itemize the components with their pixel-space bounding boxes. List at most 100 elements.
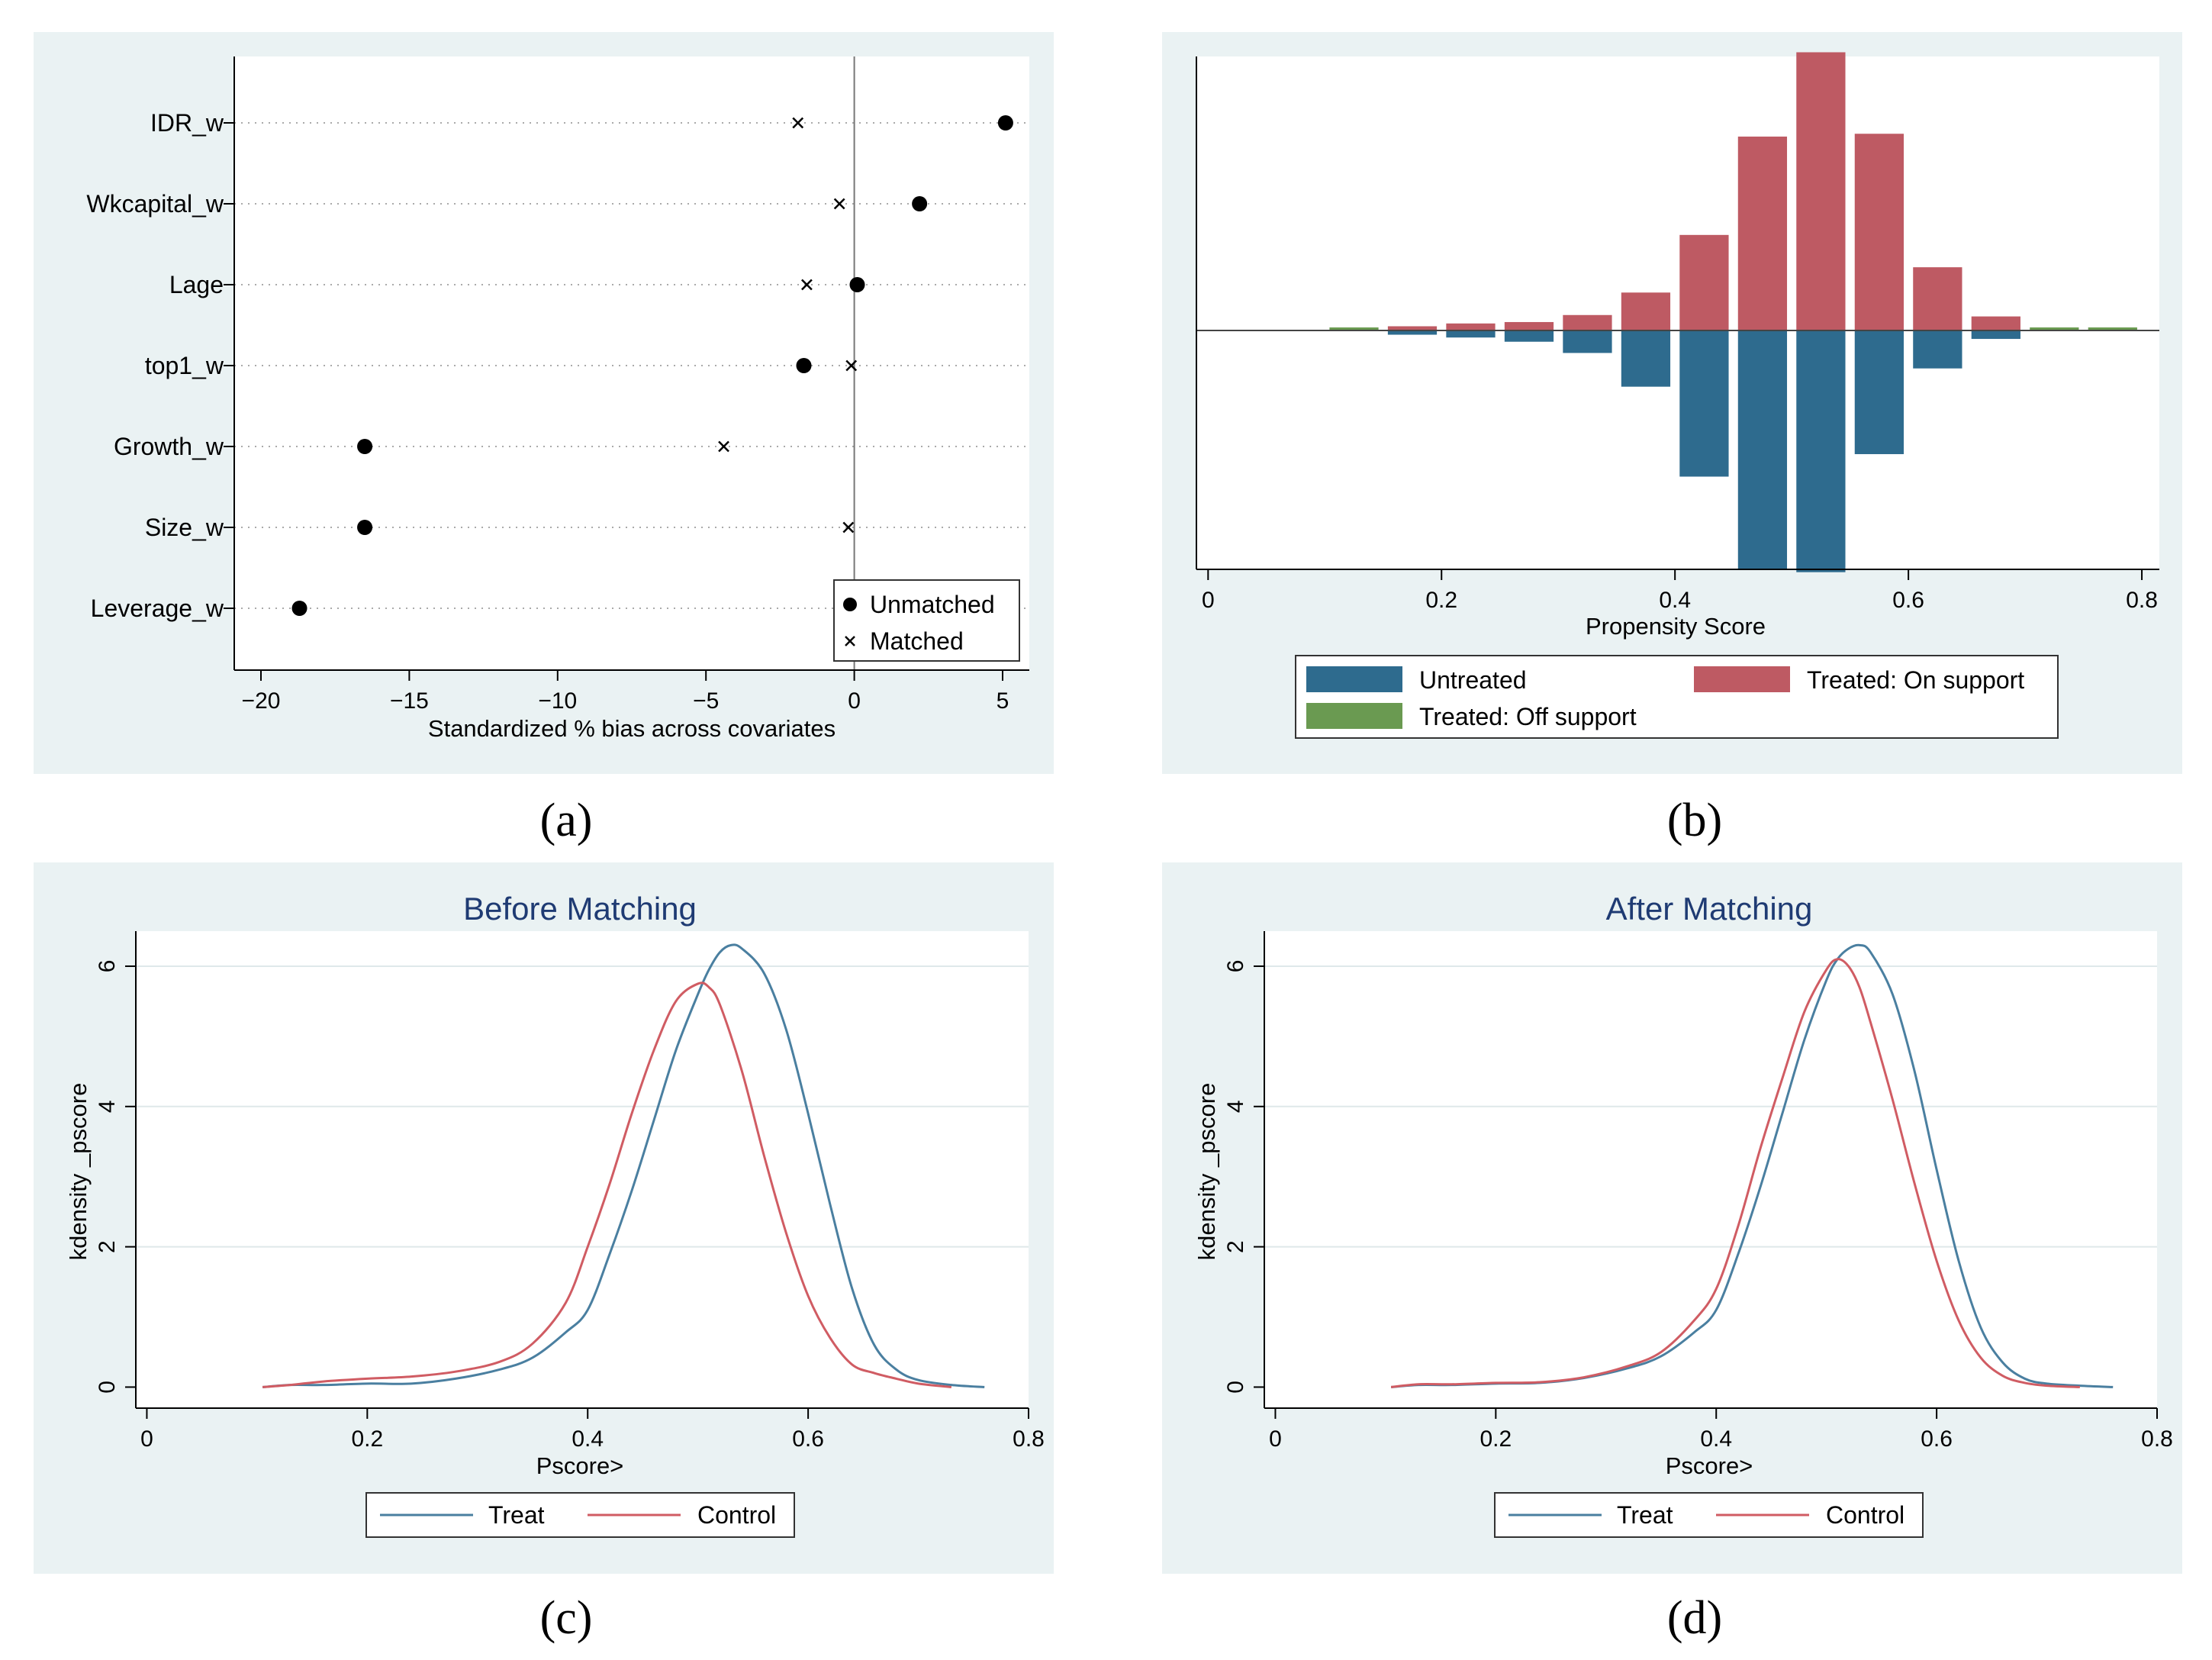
x-tick-label: 0.8: [2126, 588, 2158, 613]
histogram-bar: [2088, 327, 2137, 331]
category-label: top1_w: [145, 352, 224, 379]
panel-c-gridlines: [136, 965, 1029, 1248]
legend-unmatched-label: Unmatched: [870, 591, 995, 618]
legend-c-control-label: Control: [697, 1501, 776, 1529]
panel-d-after-matching: After Matching 0 2 4 6 0 0.2 0.4 0.6 0.8 Pscore>…: [1162, 862, 2182, 1574]
histogram-bar: [1913, 330, 1962, 369]
legend-untreated-label: Untreated: [1419, 666, 1527, 694]
histogram-bar: [1737, 330, 1788, 569]
x-tick-label: 0.2: [1479, 1426, 1512, 1452]
x-tick-label: 0: [1269, 1426, 1282, 1452]
panel-b-x-ticks: 0 0.2 0.4 0.6 0.8: [1202, 569, 2158, 613]
category-label: Wkcapital_w: [86, 190, 224, 218]
x-tick-label: 0.4: [1659, 588, 1691, 613]
category-label: Size_w: [145, 514, 224, 541]
histogram-bar: [1737, 136, 1788, 331]
category-label: Lage: [169, 271, 224, 298]
x-tick-label: 0: [140, 1426, 153, 1452]
matched-point: [792, 117, 804, 129]
histogram-bar: [1971, 330, 2020, 340]
panel-b-x-axis-title: Propensity Score: [1586, 613, 1766, 640]
histogram-bar: [1446, 330, 1496, 338]
unmatched-point: [912, 196, 928, 211]
unmatched-point: [849, 277, 865, 292]
panel-d-gridlines: [1264, 965, 2157, 1248]
legend-treated-on-support-swatch: [1694, 666, 1790, 692]
x-tick-label: 0: [848, 688, 861, 714]
histogram-bar: [2030, 327, 2079, 331]
histogram-bar: [1971, 316, 2020, 331]
unmatched-point: [357, 520, 373, 535]
panel-d-title: After Matching: [1606, 891, 1813, 927]
y-tick-label: 4: [95, 1100, 120, 1113]
panel-a-x-ticks: −20 −15 −10 −5 0 5: [242, 670, 1009, 714]
x-tick-label: 0: [1202, 588, 1215, 613]
histogram-bar: [1563, 330, 1612, 353]
y-tick-label: 2: [95, 1240, 120, 1253]
x-tick-label: 0.6: [1921, 1426, 1953, 1452]
matched-point: [718, 440, 729, 453]
category-label: Leverage_w: [91, 595, 224, 622]
panel-b-legend-box: [1295, 655, 2059, 739]
panel-c-plot-area: [136, 931, 1029, 1408]
histogram-bar: [1504, 330, 1554, 342]
panel-a-covariate-bias: −20 −15 −10 −5 0 5 IDR_w Wkcapital_w Lage top1_w…: [34, 32, 1054, 774]
y-tick-label: 0: [95, 1381, 120, 1394]
panel-d-ticks: 0 2 4 6 0 0.2 0.4 0.6 0.8: [1223, 960, 2173, 1452]
panel-c-density-lines: [262, 943, 985, 1388]
x-tick-label: −5: [693, 688, 719, 714]
panel-b-legend: Untreated Treated: On support Treated: O…: [1295, 655, 2059, 739]
histogram-bar: [1913, 267, 1962, 331]
legend-d-treat-label: Treat: [1617, 1501, 1673, 1529]
caption-b: (b): [1667, 795, 1722, 846]
x-tick-label: 0.4: [572, 1426, 604, 1452]
treat-density-line: [262, 943, 985, 1388]
legend-treated-off-support-label: Treated: Off support: [1419, 703, 1637, 730]
panel-c-ticks: 0 2 4 6 0 0.2 0.4 0.6 0.8: [95, 960, 1045, 1452]
legend-treated-off-support-swatch: [1306, 703, 1402, 729]
panel-c-legend: Treat Control: [365, 1492, 795, 1538]
panel-a-legend-box: [833, 579, 1020, 662]
histogram-bar: [1679, 330, 1729, 477]
panel-a-plot-area: [234, 56, 1029, 670]
panel-a-legend: Unmatched Matched: [833, 579, 1020, 662]
matched-point: [842, 521, 855, 533]
panel-d-legend: Treat Control: [1494, 1492, 1924, 1538]
category-label: IDR_w: [150, 109, 224, 137]
histogram-bar: [1796, 52, 1846, 331]
unmatched-point: [357, 439, 373, 454]
panel-a-markers: [291, 115, 1013, 616]
caption-d: (d): [1667, 1592, 1722, 1644]
unmatched-point: [796, 358, 812, 373]
panel-d-plot-area: [1264, 931, 2157, 1408]
histogram-bar: [1504, 321, 1554, 331]
histogram-bar: [1854, 330, 1904, 455]
histogram-bar: [1854, 134, 1904, 331]
legend-unmatched-dot-icon: [843, 598, 857, 611]
panel-c-before-matching: Before Matching 0 2 4 6 0 0.2 0.4 0.6 0.8 Pscore…: [34, 862, 1054, 1574]
panel-a-x-axis-title: Standardized % bias across covariates: [428, 715, 836, 742]
caption-c: (c): [540, 1592, 593, 1644]
x-tick-label: −10: [538, 688, 577, 714]
panel-d-y-axis-title: kdensity _pscore: [1193, 1083, 1220, 1261]
x-tick-label: 0.4: [1700, 1426, 1732, 1452]
panel-c-title: Before Matching: [463, 891, 697, 927]
histogram-bar: [1621, 330, 1671, 387]
x-tick-label: 0.2: [1425, 588, 1457, 613]
legend-d-control-label: Control: [1826, 1501, 1905, 1529]
panel-b-bars: [1329, 52, 2137, 572]
y-tick-label: 4: [1223, 1100, 1248, 1113]
caption-a: (a): [540, 795, 593, 846]
histogram-bar: [1387, 330, 1438, 335]
unmatched-point: [997, 115, 1013, 131]
histogram-bar: [1563, 314, 1612, 331]
panel-d-density-lines: [1390, 943, 2114, 1388]
panel-c-y-axis-title: kdensity _pscore: [65, 1083, 92, 1261]
x-tick-label: 5: [997, 688, 1009, 714]
panel-a-category-labels: IDR_w Wkcapital_w Lage top1_w Growth_w Size_w…: [86, 109, 234, 622]
x-tick-label: −15: [390, 688, 429, 714]
panel-b-propensity-histogram: 0 0.2 0.4 0.6 0.8 Propensity Score Untreated…: [1162, 32, 2182, 774]
unmatched-point: [291, 601, 307, 616]
x-tick-label: 0.8: [1013, 1426, 1045, 1452]
legend-c-treat-label: Treat: [488, 1501, 545, 1529]
